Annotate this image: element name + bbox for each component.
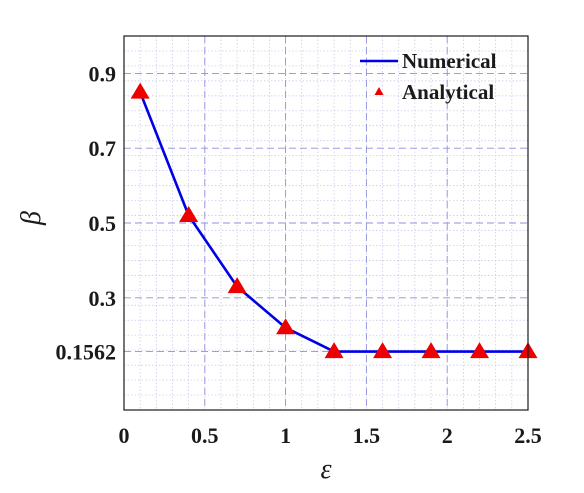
analytical-marker (130, 82, 150, 99)
x-tick-label: 0.5 (191, 423, 219, 448)
y-tick-labels: 0.1562 0.3 0.5 0.7 0.9 (56, 61, 117, 364)
x-tick-label: 1.5 (353, 423, 381, 448)
legend-analytical-label: Analytical (402, 80, 494, 104)
analytical-marker (227, 277, 247, 294)
series-layer (130, 82, 538, 359)
analytical-marker (373, 342, 393, 359)
analytical-marker (276, 318, 296, 335)
analytical-marker (470, 342, 490, 359)
y-axis-label: β (16, 211, 47, 226)
x-tick-labels: 0 0.5 1 1.5 2 2.5 (119, 423, 542, 448)
y-tick-label: 0.7 (89, 136, 117, 161)
y-tick-label: 0.5 (89, 211, 117, 236)
y-tick-label: 0.3 (89, 286, 117, 311)
x-axis-label: ε (320, 454, 331, 485)
y-tick-label: 0.9 (89, 61, 117, 86)
legend-analytical-marker (374, 87, 384, 95)
analytical-marker (179, 206, 199, 223)
analytical-marker (324, 342, 344, 359)
x-tick-label: 2 (442, 423, 453, 448)
analytical-marker (421, 342, 441, 359)
legend-numerical-label: Numerical (402, 49, 497, 73)
x-tick-label: 1 (280, 423, 291, 448)
x-tick-label: 0 (119, 423, 130, 448)
plot-frame (123, 35, 529, 411)
legend: Numerical Analytical (360, 49, 497, 104)
x-tick-label: 2.5 (514, 423, 542, 448)
y-tick-label: 0.1562 (56, 340, 117, 365)
